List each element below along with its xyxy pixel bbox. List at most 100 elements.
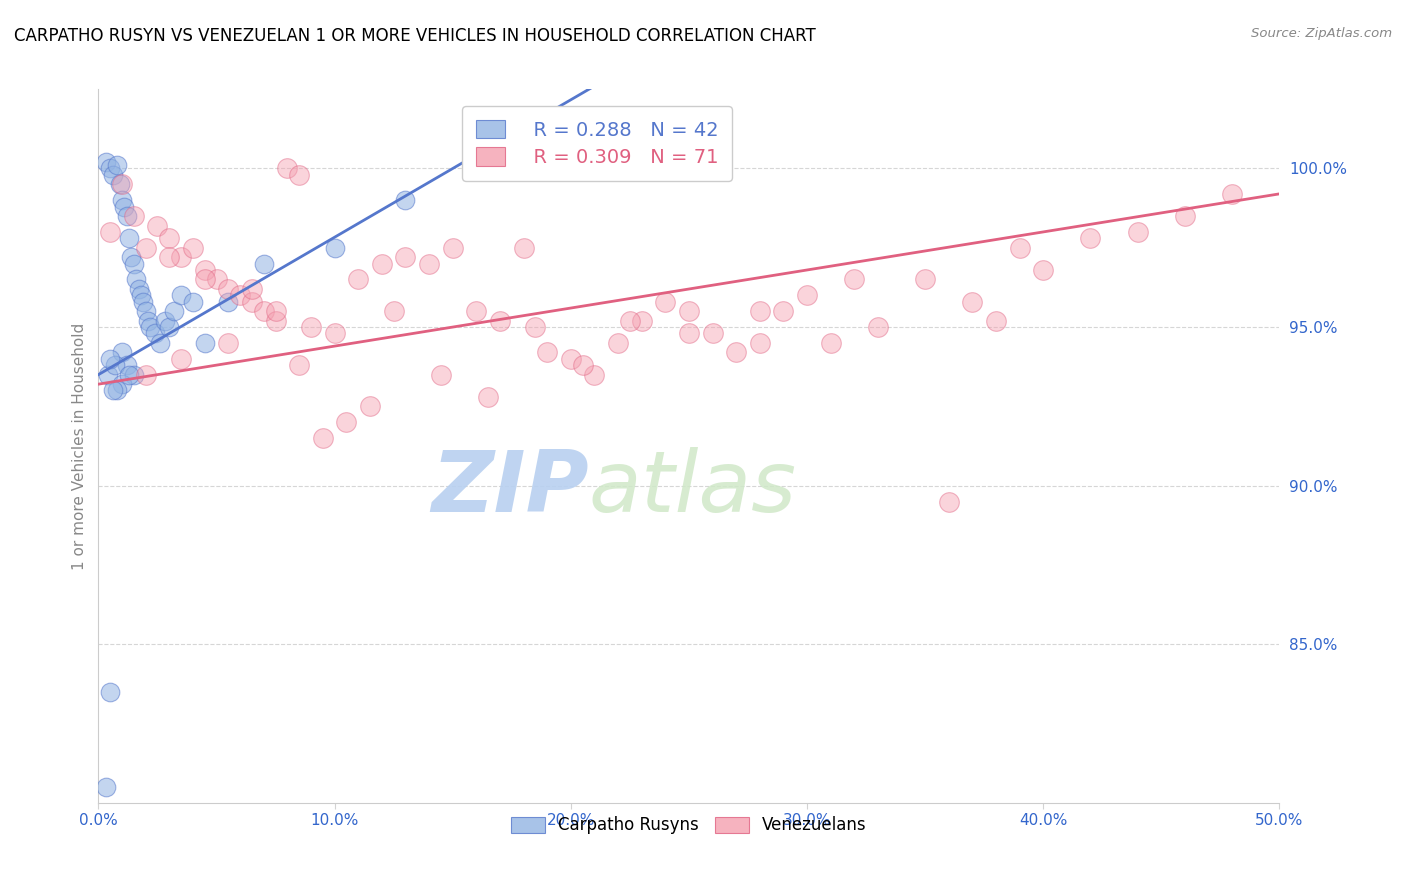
Point <box>1174 209 1197 223</box>
Point <box>1032 263 1054 277</box>
Point <box>122 368 145 382</box>
Point <box>489 314 512 328</box>
Point <box>194 263 217 277</box>
Point <box>98 351 121 366</box>
Point <box>240 282 263 296</box>
Point <box>583 368 606 382</box>
Point <box>619 314 641 328</box>
Point <box>122 209 145 223</box>
Point <box>194 272 217 286</box>
Point <box>240 294 263 309</box>
Point <box>1126 225 1149 239</box>
Point <box>118 231 141 245</box>
Point <box>299 320 322 334</box>
Point <box>560 351 582 366</box>
Point <box>217 294 239 309</box>
Point <box>477 390 499 404</box>
Point <box>288 168 311 182</box>
Point <box>112 200 135 214</box>
Point <box>181 241 204 255</box>
Point <box>217 335 239 350</box>
Point <box>149 335 172 350</box>
Point <box>98 685 121 699</box>
Point <box>678 326 700 341</box>
Point <box>101 168 124 182</box>
Point <box>170 288 193 302</box>
Point <box>170 351 193 366</box>
Point <box>101 384 124 398</box>
Point <box>125 272 148 286</box>
Point <box>111 193 134 207</box>
Point <box>170 250 193 264</box>
Point <box>382 304 405 318</box>
Y-axis label: 1 or more Vehicles in Household: 1 or more Vehicles in Household <box>72 322 87 570</box>
Point <box>136 314 159 328</box>
Point <box>702 326 724 341</box>
Text: atlas: atlas <box>589 447 797 531</box>
Point <box>359 400 381 414</box>
Point <box>115 209 138 223</box>
Point <box>678 304 700 318</box>
Point <box>111 377 134 392</box>
Point <box>253 257 276 271</box>
Point <box>371 257 394 271</box>
Point <box>844 272 866 286</box>
Point <box>630 314 652 328</box>
Point <box>725 345 748 359</box>
Point <box>962 294 984 309</box>
Point <box>157 320 180 334</box>
Point <box>253 304 276 318</box>
Point <box>276 161 298 176</box>
Point <box>394 250 416 264</box>
Point <box>128 282 150 296</box>
Point <box>121 250 143 264</box>
Point <box>394 193 416 207</box>
Point <box>264 304 287 318</box>
Point <box>146 219 169 233</box>
Point <box>264 314 287 328</box>
Point <box>115 358 138 372</box>
Point <box>229 288 252 302</box>
Point <box>153 314 176 328</box>
Point <box>132 294 155 309</box>
Point <box>205 272 228 286</box>
Point <box>938 494 960 508</box>
Text: ZIP: ZIP <box>430 447 589 531</box>
Point <box>105 384 128 398</box>
Point <box>748 335 770 350</box>
Point <box>914 272 936 286</box>
Point <box>98 225 121 239</box>
Point <box>984 314 1007 328</box>
Point <box>97 368 120 382</box>
Point <box>536 345 558 359</box>
Point <box>323 241 346 255</box>
Text: CARPATHO RUSYN VS VENEZUELAN 1 OR MORE VEHICLES IN HOUSEHOLD CORRELATION CHART: CARPATHO RUSYN VS VENEZUELAN 1 OR MORE V… <box>14 27 815 45</box>
Point <box>441 241 464 255</box>
Point <box>135 368 157 382</box>
Point <box>748 304 770 318</box>
Point <box>94 780 117 794</box>
Point <box>323 326 346 341</box>
Point <box>607 335 630 350</box>
Point <box>129 288 152 302</box>
Legend: Carpatho Rusyns, Venezuelans: Carpatho Rusyns, Venezuelans <box>505 810 873 841</box>
Point <box>524 320 547 334</box>
Point <box>111 345 134 359</box>
Point <box>157 250 180 264</box>
Point <box>118 368 141 382</box>
Point <box>217 282 239 296</box>
Point <box>98 161 121 176</box>
Point <box>288 358 311 372</box>
Point <box>347 272 370 286</box>
Point <box>163 304 186 318</box>
Point <box>1008 241 1031 255</box>
Point <box>122 257 145 271</box>
Point <box>94 155 117 169</box>
Point <box>772 304 794 318</box>
Point <box>465 304 488 318</box>
Point <box>654 294 676 309</box>
Point <box>157 231 180 245</box>
Point <box>108 178 131 192</box>
Point <box>512 241 534 255</box>
Point <box>1080 231 1102 245</box>
